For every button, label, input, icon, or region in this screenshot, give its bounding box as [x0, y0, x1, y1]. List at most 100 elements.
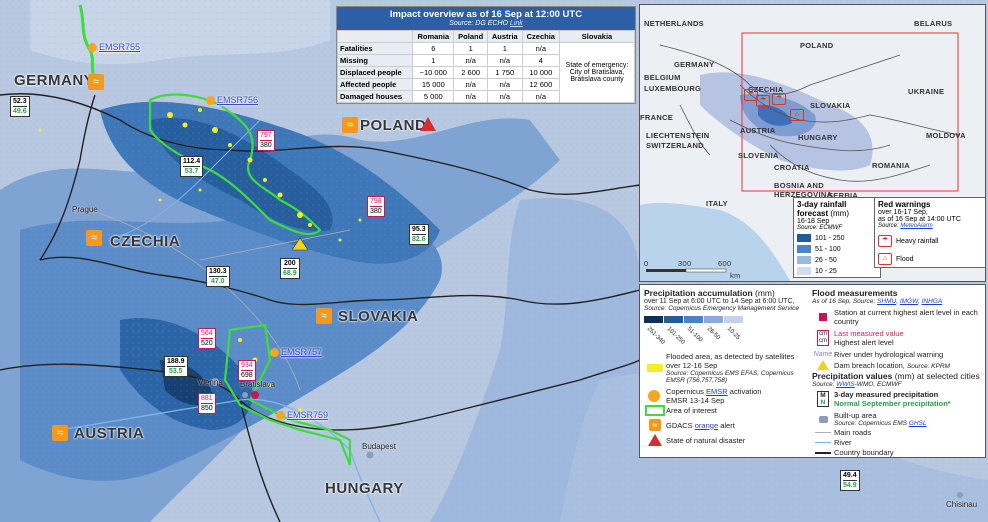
boundary-swatch: [815, 451, 831, 454]
inset-country-label: BOSNIA AND HERZEGOVINA: [774, 181, 833, 199]
inset-country-label: UKRAINE: [908, 87, 945, 96]
natural-disaster-icon[interactable]: [420, 117, 436, 131]
river-swatch: [815, 442, 831, 443]
country-label-hungary: HUNGARY: [325, 480, 404, 497]
table-header-row: Romania Poland Austria Czechia Slovakia: [336, 30, 635, 43]
precip-value-box: 112.4 53.7: [180, 156, 204, 177]
precip-scale: 251-340 101-250 51-100 26-50 10-25: [644, 316, 810, 346]
inset-map[interactable]: NETHERLANDS BELARUS POLAND GERMANY BELGI…: [639, 4, 986, 282]
inset-country-label: AUSTRIA: [740, 126, 776, 135]
table-row: Damaged houses 5 000 n/a n/a n/a: [336, 90, 635, 103]
color-swatch: [797, 234, 811, 242]
emsr-link[interactable]: EMSR757: [270, 347, 322, 358]
legend-item: Copernicus EMSR activation EMSR 13-14 Sep: [644, 387, 810, 405]
inset-country-label: GERMANY: [674, 60, 715, 69]
legend-left-column: Precipitation accumulation (mm) over 11 …: [644, 288, 810, 446]
scale-label: 0: [644, 259, 649, 268]
copernicus-icon: [648, 390, 660, 402]
aoi-swatch: [645, 405, 665, 416]
inset-country-label: BELARUS: [914, 19, 953, 28]
flood-icon: ⌂: [878, 253, 892, 265]
color-swatch: [797, 245, 811, 253]
copernicus-icon: [276, 411, 285, 421]
gdacs-icon: ≈: [649, 419, 661, 431]
city-label: Chisinau: [946, 500, 978, 509]
heavy-rainfall-warning-icon[interactable]: ☂: [772, 93, 786, 105]
color-swatch: [797, 256, 811, 264]
city-label: Budapest: [362, 442, 396, 451]
scale-label: 600: [718, 259, 732, 268]
inset-country-label: SLOVENIA: [738, 151, 779, 160]
country-label-germany: GERMANY: [14, 72, 95, 89]
impact-header: Impact overview as of 16 Sep at 12:00 UT…: [337, 7, 635, 30]
gdacs-link[interactable]: orange: [694, 420, 719, 430]
slovakia-note: State of emergency: City of Bratislava, …: [559, 42, 635, 103]
emsr-link[interactable]: EMSR755: [88, 42, 140, 53]
precip-value-box: 130.3 47.0: [206, 266, 230, 287]
red-warnings-legend: Red warnings over 16-17 Sep, as of 16 Se…: [874, 197, 985, 268]
color-swatch: [644, 316, 663, 323]
color-swatch: [704, 316, 723, 323]
gdacs-alert-icon[interactable]: ≈: [52, 425, 68, 441]
map-legend: Precipitation accumulation (mm) over 11 …: [639, 284, 986, 458]
gauge-value-box: 798 380: [367, 196, 385, 217]
gdacs-alert-icon[interactable]: ≈: [342, 117, 358, 133]
legend-item: Name River under hydrological warning: [813, 350, 944, 359]
emsr-link[interactable]: EMSR759: [276, 410, 328, 421]
inset-country-label: LIECHTENSTEIN: [646, 131, 710, 140]
legend-item: cm cm Last measured value Highest alert le…: [817, 329, 904, 347]
country-label-austria: AUSTRIA: [74, 425, 145, 442]
precip-value-box: 95.3 82.6: [409, 224, 429, 245]
legend-class: 10 - 25: [797, 267, 877, 275]
heavy-rainfall-warning-icon[interactable]: ☂: [756, 95, 770, 107]
gauge-value-box: 564 520: [198, 328, 216, 349]
country-label-slovakia: SLOVAKIA: [338, 308, 419, 325]
table-row: Fatalities 6 1 1 n/a State of emergency:…: [336, 42, 635, 103]
country-label-poland: POLAND: [360, 117, 427, 134]
legend-item: State of natural disaster: [644, 434, 810, 446]
precip-value-box: 52.3 49.6: [10, 96, 30, 117]
heavy-rainfall-icon: ☂: [878, 235, 892, 247]
emsr-link[interactable]: EMSR756: [206, 95, 258, 106]
meteoalarm-link[interactable]: MeteoAlarm: [900, 223, 933, 229]
gdacs-alert-icon[interactable]: ≈: [86, 230, 102, 246]
inset-country-label: NETHERLANDS: [644, 19, 704, 28]
inset-country-label: ITALY: [706, 199, 728, 208]
gauge-value-box: 934 698: [238, 360, 256, 381]
copernicus-icon: [270, 348, 279, 358]
color-swatch: [724, 316, 743, 323]
legend-item: Built-up area Source: Copernicus EMS GHSL: [812, 411, 982, 427]
gdacs-alert-icon[interactable]: ≈: [88, 74, 104, 90]
legend-item: Flooded area, as detected by satellites …: [644, 352, 810, 384]
inset-country-label: CROATIA: [774, 163, 810, 172]
table-row: Missing 1 n/a n/a 4: [336, 54, 635, 67]
country-label-czechia: CZECHIA: [110, 233, 181, 250]
legend-item: ☂ Heavy rainfall: [878, 235, 984, 247]
legend-item: Station at current highest alert level i…: [812, 308, 982, 326]
precip-value-box: 188.9 53.5: [164, 356, 188, 377]
inset-country-label: SLOVAKIA: [810, 101, 851, 110]
inset-country-label: HUNGARY: [798, 133, 838, 142]
legend-item: Main roads: [812, 428, 982, 437]
impact-source-link[interactable]: Link: [509, 20, 523, 27]
color-swatch: [664, 316, 683, 323]
builtup-swatch: [818, 415, 828, 423]
impact-table: Romania Poland Austria Czechia Slovakia …: [336, 30, 635, 103]
inset-country-label: POLAND: [800, 41, 834, 50]
inset-country-label: SWITZERLAND: [646, 141, 704, 150]
inset-country-label: MOLDOVA: [926, 131, 966, 140]
gauge-legend-icon: cm cm: [817, 330, 829, 346]
color-swatch: [797, 267, 811, 275]
legend-item: Dam breach location, Source: KPRM: [812, 360, 982, 370]
copernicus-icon: [206, 96, 215, 106]
flood-warning-icon[interactable]: ⌂: [790, 109, 804, 121]
inset-country-label: SERBIA: [828, 191, 859, 200]
inset-country-label: BELGIUM: [644, 73, 681, 82]
emsr-legend-link[interactable]: EMSR: [706, 387, 728, 396]
gdacs-alert-icon[interactable]: ≈: [316, 308, 332, 324]
color-swatch: [684, 316, 703, 323]
impact-source: Source: DG ECHO Link: [449, 20, 523, 27]
inset-country-label: ROMANIA: [872, 161, 910, 170]
